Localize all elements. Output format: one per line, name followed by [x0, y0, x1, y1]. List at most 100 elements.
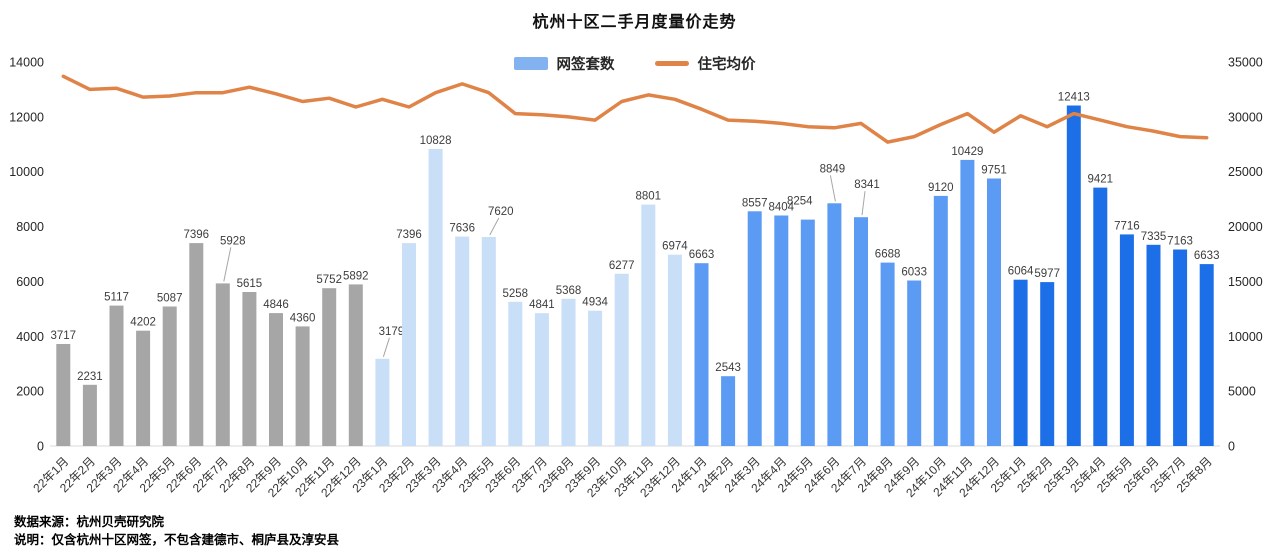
- bar-value-label: 4202: [130, 317, 156, 329]
- bar: [1199, 264, 1214, 446]
- bar-value-label: 6033: [901, 267, 927, 279]
- left-axis-tick: 14000: [9, 56, 44, 70]
- bar: [295, 326, 310, 446]
- bar: [694, 263, 709, 446]
- bar: [269, 313, 283, 446]
- bar: [348, 284, 363, 446]
- label-leader-line: [861, 191, 866, 216]
- right-axis-tick: 15000: [1228, 275, 1263, 289]
- bar: [534, 313, 549, 446]
- bar-value-label: 6688: [875, 249, 901, 261]
- bar-value-label: 7396: [396, 229, 422, 241]
- left-axis-tick: 0: [37, 440, 44, 454]
- bar: [82, 384, 97, 446]
- bar-value-label: 6277: [609, 260, 635, 272]
- label-leader-line: [829, 175, 836, 202]
- bar: [907, 280, 922, 446]
- legend-bar-label: 网签套数: [556, 57, 615, 73]
- bar-value-label: 6064: [1008, 266, 1034, 278]
- bar: [402, 243, 416, 446]
- bar-value-label: 3179: [379, 326, 405, 338]
- bar: [162, 306, 177, 446]
- bar-value-label: 7335: [1141, 231, 1167, 243]
- bar-value-label: 10828: [420, 135, 452, 147]
- bar-value-label: 10429: [951, 146, 983, 158]
- bar-value-label: 5117: [104, 292, 129, 304]
- bar-value-label: 8254: [787, 196, 813, 208]
- bar-value-label: 2231: [77, 371, 103, 383]
- bar-value-label: 8404: [769, 202, 795, 214]
- bar: [747, 211, 762, 446]
- bar-value-label: 5892: [343, 270, 369, 282]
- bar: [455, 236, 470, 446]
- bar: [1093, 187, 1108, 446]
- right-axis-tick: 20000: [1228, 220, 1263, 234]
- bar-value-label: 9120: [928, 182, 954, 194]
- left-axis-tick: 2000: [16, 385, 44, 399]
- bar-value-label: 8557: [742, 197, 768, 209]
- bar-value-label: 5368: [556, 285, 582, 297]
- bar-value-label: 5928: [220, 235, 246, 247]
- bar: [561, 298, 576, 446]
- bar: [136, 330, 151, 446]
- bar-value-label: 5258: [503, 288, 529, 300]
- legend-item-bar: 网签套数: [513, 53, 615, 74]
- left-axis-tick: 12000: [9, 110, 44, 124]
- bar: [880, 262, 895, 446]
- right-axis-tick: 35000: [1228, 56, 1263, 70]
- chart-title: 杭州十区二手月度量价走势: [532, 14, 737, 31]
- right-axis-tick: 0: [1228, 440, 1235, 454]
- bar-value-label: 5087: [157, 293, 183, 305]
- right-axis-tick: 30000: [1228, 110, 1263, 124]
- bar: [960, 159, 975, 446]
- bar: [667, 254, 682, 446]
- bar-value-label: 9421: [1088, 174, 1114, 186]
- left-axis-tick: 8000: [16, 220, 44, 234]
- bar-value-label: 8801: [636, 191, 662, 203]
- bar: [987, 178, 1001, 446]
- bar: [614, 273, 629, 446]
- bar-value-label: 6633: [1194, 250, 1220, 262]
- bar: [322, 288, 337, 446]
- bar: [588, 310, 603, 446]
- bar-value-label: 7163: [1167, 236, 1193, 248]
- right-axis-tick: 5000: [1228, 385, 1256, 399]
- bar-value-label: 4360: [290, 312, 316, 324]
- bar-value-label: 5752: [316, 274, 342, 286]
- bar: [508, 301, 523, 446]
- scope-note: 说明：仅含杭州十区网签，不包含建德市、桐庐县及淳安县: [14, 533, 340, 547]
- bar-value-label: 5615: [237, 278, 263, 290]
- bar: [774, 215, 789, 446]
- bar: [1173, 249, 1188, 446]
- bar: [641, 204, 656, 446]
- bar-value-label: 4934: [582, 297, 608, 309]
- left-axis-tick: 6000: [16, 275, 44, 289]
- bar: [1013, 279, 1028, 446]
- bar: [375, 358, 390, 446]
- left-axis-tick: 10000: [9, 165, 44, 179]
- price-line: [61, 74, 1209, 144]
- legend-line-label: 住宅均价: [697, 57, 756, 73]
- bar: [800, 219, 815, 446]
- left-axis-tick: 4000: [16, 330, 44, 344]
- bar-value-label: 5977: [1034, 268, 1060, 280]
- bar: [189, 243, 204, 446]
- chart-footnotes: 数据来源：杭州贝壳研究院 说明：仅含杭州十区网签，不包含建德市、桐庐县及淳安县: [14, 513, 339, 549]
- bar: [242, 292, 257, 446]
- bar-value-label: 8849: [820, 163, 846, 175]
- bar: [854, 217, 868, 446]
- bar: [1066, 105, 1081, 446]
- label-leader-line: [382, 337, 390, 357]
- bar-value-label: 8341: [854, 179, 880, 191]
- bar-value-label: 7716: [1114, 220, 1140, 232]
- bar: [933, 195, 948, 446]
- bar-value-label: 9751: [981, 165, 1007, 177]
- bar-value-label: 6974: [662, 241, 688, 253]
- bar: [827, 203, 842, 446]
- bar-value-label: 4846: [263, 299, 289, 311]
- right-axis-tick: 25000: [1228, 165, 1263, 179]
- bar-value-label: 3717: [51, 330, 77, 342]
- bar: [215, 283, 230, 446]
- chart-legend: 网签套数 住宅均价: [0, 53, 1269, 74]
